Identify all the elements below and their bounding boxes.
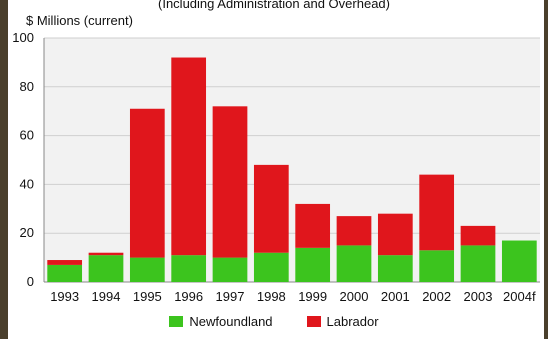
legend-label-newfoundland: Newfoundland — [189, 314, 273, 329]
bar-labrador-1998 — [253, 164, 289, 253]
bar-labrador-1995 — [129, 108, 165, 258]
bar-newfoundland-2004f — [501, 240, 537, 282]
bar-labrador-1999 — [295, 203, 331, 248]
plot-area — [44, 38, 540, 282]
x-tick-label-1994: 1994 — [92, 289, 121, 304]
y-tick-label-20: 20 — [20, 225, 34, 240]
bar-newfoundland-1993 — [47, 264, 83, 282]
x-tick-label-2003: 2003 — [464, 289, 493, 304]
legend-label-labrador: Labrador — [326, 314, 379, 329]
bar-labrador-1997 — [212, 106, 248, 258]
left-border — [0, 0, 8, 339]
bar-newfoundland-1996 — [171, 255, 207, 282]
x-tick-label-1998: 1998 — [257, 289, 286, 304]
bar-labrador-1994 — [88, 252, 124, 256]
bar-newfoundland-1997 — [212, 257, 248, 282]
bar-labrador-1996 — [171, 57, 207, 256]
bar-labrador-2003 — [460, 225, 496, 246]
x-tick-label-1996: 1996 — [174, 289, 203, 304]
y-tick-label-60: 60 — [20, 128, 34, 143]
y-tick-label-80: 80 — [20, 79, 34, 94]
x-tick-label-1999: 1999 — [298, 289, 327, 304]
legend-swatch-labrador — [306, 316, 321, 327]
bar-newfoundland-2000 — [336, 245, 372, 282]
bar-newfoundland-2003 — [460, 245, 496, 282]
y-tick-label-40: 40 — [20, 176, 34, 191]
x-tick-label-2002: 2002 — [422, 289, 451, 304]
bar-labrador-1993 — [47, 260, 83, 265]
y-axis-label: $ Millions (current) — [26, 13, 133, 28]
bar-newfoundland-2001 — [377, 255, 413, 282]
legend-swatch-newfoundland — [169, 316, 184, 327]
legend-item-newfoundland: Newfoundland — [169, 314, 273, 329]
bar-newfoundland-1994 — [88, 255, 124, 282]
right-border — [544, 0, 548, 339]
bar-labrador-2002 — [419, 174, 455, 251]
legend: Newfoundland Labrador — [0, 314, 548, 329]
bar-labrador-2000 — [336, 216, 372, 246]
y-tick-label-0: 0 — [27, 274, 34, 289]
bar-newfoundland-2002 — [419, 250, 455, 282]
bar-newfoundland-1999 — [295, 247, 331, 282]
bar-newfoundland-1998 — [253, 252, 289, 282]
y-tick-label-100: 100 — [12, 30, 34, 45]
bar-newfoundland-1995 — [129, 257, 165, 282]
x-tick-label-1997: 1997 — [216, 289, 245, 304]
x-tick-label-1993: 1993 — [50, 289, 79, 304]
x-tick-label-2004f: 2004f — [503, 289, 536, 304]
x-tick-label-2001: 2001 — [381, 289, 410, 304]
chart-subtitle: (Including Administration and Overhead) — [158, 0, 390, 11]
x-tick-label-1995: 1995 — [133, 289, 162, 304]
bar-labrador-2001 — [377, 213, 413, 256]
legend-item-labrador: Labrador — [306, 314, 379, 329]
x-tick-label-2000: 2000 — [340, 289, 369, 304]
